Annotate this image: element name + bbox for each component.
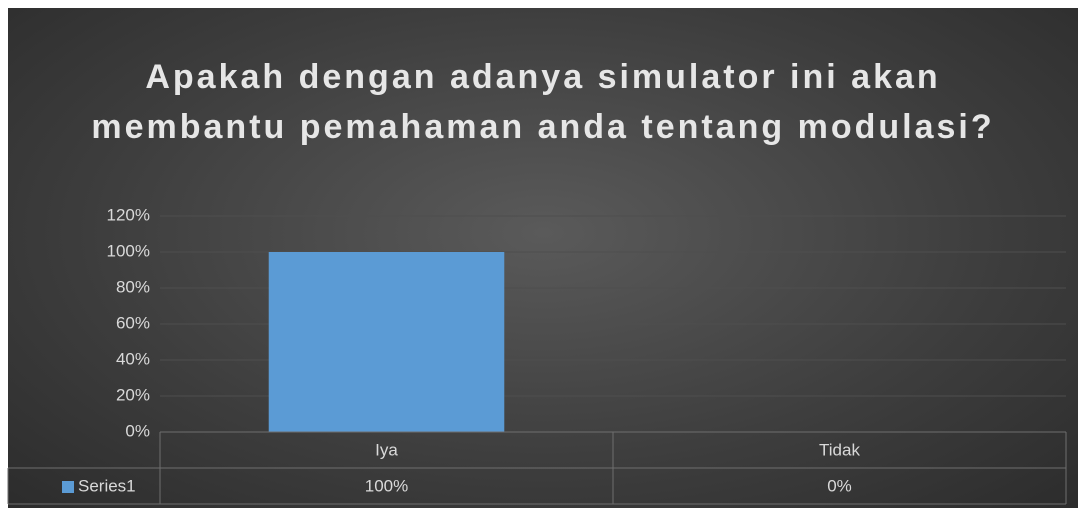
y-tick-label: 120% [107,205,150,224]
chart-title: Apakah dengan adanya simulator ini akan … [91,58,995,146]
x-tick-label: Tidak [819,440,860,459]
y-tick-label: 0% [125,421,150,440]
y-tick-label: 80% [116,277,150,296]
legend-label: Series1 [78,476,136,495]
bar [268,252,505,432]
y-tick-label: 20% [116,385,150,404]
x-tick-label: Iya [375,440,398,459]
data-label: 0% [827,476,852,495]
data-label: 100% [365,476,408,495]
y-tick-label: 100% [107,241,150,260]
y-tick-label: 40% [116,349,150,368]
legend-swatch [62,481,74,493]
chart-background [8,8,1078,508]
y-tick-label: 60% [116,313,150,332]
